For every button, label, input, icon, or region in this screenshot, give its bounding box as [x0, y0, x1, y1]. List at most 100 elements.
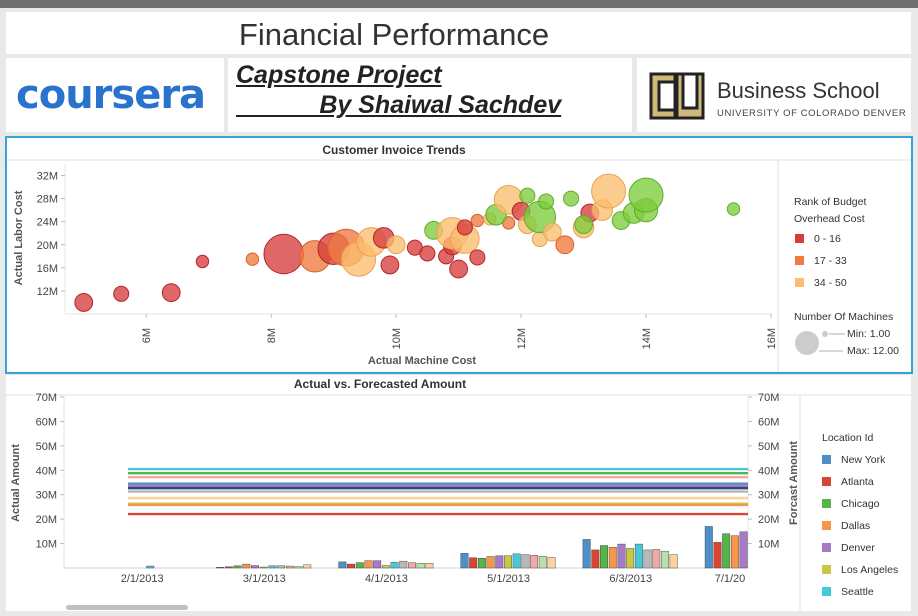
bar[interactable] — [495, 555, 504, 569]
bar[interactable] — [242, 563, 251, 569]
bar[interactable] — [224, 566, 233, 569]
location-legend-item[interactable]: Seattle — [841, 586, 874, 598]
bar[interactable] — [460, 553, 469, 569]
bar[interactable] — [408, 562, 416, 569]
bar[interactable] — [373, 560, 382, 569]
rank-legend-item[interactable]: 17 - 33 — [814, 255, 847, 267]
bar[interactable] — [538, 556, 547, 569]
bar[interactable] — [146, 565, 155, 569]
scatter-point[interactable] — [542, 222, 562, 242]
bar[interactable] — [660, 550, 669, 569]
scatter-x-tick-label: 6M — [141, 328, 153, 343]
scatter-point[interactable] — [113, 285, 130, 302]
bar[interactable] — [626, 548, 635, 569]
scatter-point[interactable] — [469, 249, 486, 266]
bar[interactable] — [547, 557, 556, 569]
location-legend-item[interactable]: Atlanta — [841, 476, 874, 488]
bar[interactable] — [643, 549, 652, 569]
bar[interactable] — [259, 566, 268, 569]
bar[interactable] — [617, 543, 626, 569]
rank-legend[interactable]: Rank of Budget Overhead Cost 0 - 16 17 - … — [794, 196, 866, 289]
top-toolbar-strip — [0, 0, 918, 8]
bar[interactable] — [652, 549, 661, 569]
scatter-y-tick-label: 16M — [37, 263, 58, 275]
scatter-point[interactable] — [574, 215, 593, 234]
bar[interactable] — [469, 557, 478, 569]
scatter-point[interactable] — [470, 213, 485, 228]
scatter-point[interactable] — [245, 252, 260, 266]
scatter-y-axis-label: Actual Labor Cost — [13, 190, 25, 285]
scatter-point[interactable] — [555, 235, 575, 255]
bar-y-tick-label: 60M — [36, 416, 57, 428]
bar[interactable] — [251, 565, 259, 569]
bar-x-tick-label: 2/1/2013 — [121, 573, 164, 585]
scatter-point[interactable] — [456, 219, 473, 236]
scatter-point[interactable] — [74, 293, 94, 312]
bar[interactable] — [600, 545, 608, 569]
scatter-point[interactable] — [449, 259, 469, 279]
bar[interactable] — [512, 553, 521, 569]
scatter-point[interactable] — [726, 202, 741, 216]
location-legend-item[interactable]: Los Angeles — [841, 564, 898, 576]
scatter-x-tick-label: 14M — [641, 328, 653, 349]
scatter-point[interactable] — [538, 193, 555, 210]
bar[interactable] — [216, 567, 225, 569]
bar[interactable] — [704, 526, 713, 569]
bar[interactable] — [399, 560, 408, 569]
scatter-point[interactable] — [519, 187, 536, 204]
bar[interactable] — [477, 558, 486, 569]
business-school-panel: Business School UNIVERSITY OF COLORADO D… — [637, 58, 911, 132]
bar[interactable] — [530, 555, 539, 569]
location-legend-item[interactable]: Denver — [841, 542, 875, 554]
scatter-point[interactable] — [386, 235, 406, 255]
bar[interactable] — [277, 565, 286, 569]
location-legend-item[interactable]: New York — [841, 454, 886, 466]
rank-legend-item[interactable]: 0 - 16 — [814, 233, 841, 245]
location-legend[interactable]: New York Atlanta Chicago Dallas Denver Los An… — [822, 454, 898, 598]
bar[interactable] — [521, 554, 530, 569]
scatter-point[interactable] — [380, 255, 400, 275]
location-legend-item[interactable]: Dallas — [841, 520, 870, 532]
actual-vs-forecast-panel[interactable]: Actual vs. Forecasted Amount 10M 10M 20M 20… — [6, 375, 911, 611]
rank-legend-item[interactable]: 34 - 50 — [814, 277, 847, 289]
bar[interactable] — [294, 566, 303, 569]
scatter-point[interactable] — [195, 254, 210, 269]
rank-legend-swatch — [795, 256, 804, 265]
bar[interactable] — [338, 561, 347, 569]
bar[interactable] — [669, 554, 678, 569]
bar[interactable] — [504, 555, 512, 569]
bar[interactable] — [739, 531, 748, 569]
bar[interactable] — [364, 560, 373, 569]
bar[interactable] — [268, 565, 277, 569]
bar[interactable] — [416, 563, 425, 569]
bar[interactable] — [730, 535, 739, 569]
size-legend-min: Min: 1.00 — [847, 328, 890, 340]
bar[interactable] — [233, 565, 242, 569]
scatter-point[interactable] — [161, 283, 181, 303]
bar[interactable] — [285, 565, 294, 569]
bar[interactable] — [608, 547, 617, 569]
scatter-point[interactable] — [563, 190, 580, 207]
bar[interactable] — [303, 564, 312, 569]
scatter-point[interactable] — [419, 245, 436, 262]
bar[interactable] — [381, 565, 390, 569]
bar[interactable] — [713, 542, 722, 569]
bar[interactable] — [591, 549, 600, 569]
scatter-x-tick-label: 8M — [266, 328, 278, 343]
bar[interactable] — [634, 543, 643, 569]
bar-x-tick-label: 4/1/2013 — [365, 573, 408, 585]
bar[interactable] — [425, 563, 434, 569]
scatter-point[interactable] — [591, 173, 627, 209]
customer-invoice-trends-panel[interactable]: Customer Invoice Trends 12M 16M 20M 24M 28M 3… — [5, 136, 913, 374]
bar[interactable] — [722, 533, 731, 569]
scatter-point[interactable] — [263, 233, 304, 275]
scatter-x-axis-label: Actual Machine Cost — [368, 355, 477, 367]
horizontal-scrollbar[interactable] — [66, 605, 188, 610]
bar[interactable] — [390, 562, 399, 569]
bar[interactable] — [582, 539, 591, 569]
location-legend-item[interactable]: Chicago — [841, 498, 880, 510]
bar[interactable] — [347, 563, 356, 569]
bar[interactable] — [355, 562, 364, 569]
scatter-point[interactable] — [628, 177, 664, 213]
bar[interactable] — [486, 556, 495, 569]
